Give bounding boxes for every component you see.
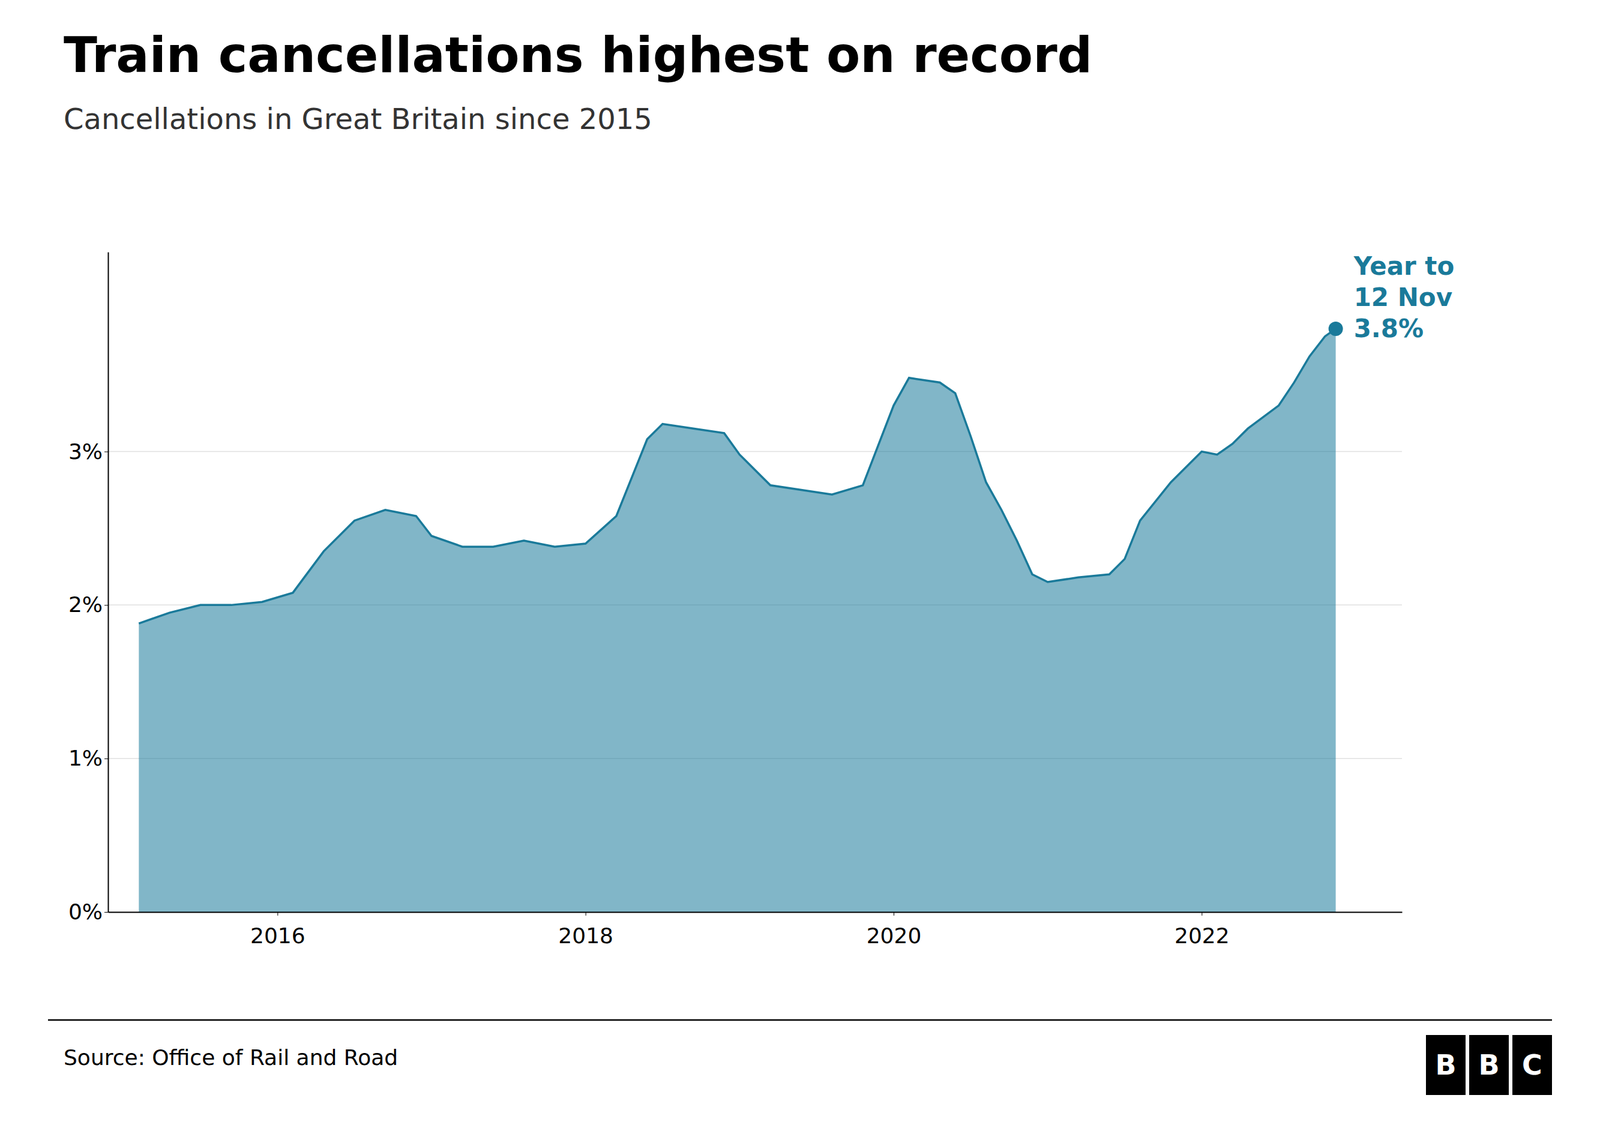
x-tick-label: 2018 [558, 923, 614, 949]
y-tick-mark [104, 758, 109, 760]
x-axis-line [108, 912, 1403, 914]
x-tick-label: 2016 [250, 923, 306, 949]
y-axis: 0% 1% 2% 3% [68, 252, 109, 925]
separator [48, 1019, 1552, 1022]
x-tick-mark [1201, 912, 1203, 916]
x-axis: 2016 2018 2020 2022 [108, 912, 1403, 949]
logo: BBC [1425, 1035, 1552, 1096]
logo-box [1425, 1035, 1466, 1096]
y-tick: 1% [68, 745, 109, 771]
end-dot [1328, 321, 1344, 337]
y-tick-mark [104, 604, 109, 606]
logo-letter: B [1434, 1049, 1456, 1082]
y-tick: 0% [68, 899, 109, 925]
y-tick: 2% [68, 592, 109, 617]
x-tick: 2022 [1174, 912, 1230, 949]
x-tick-mark [277, 912, 278, 916]
logo-box [1512, 1035, 1552, 1096]
x-tick-label: 2022 [1174, 923, 1230, 949]
x-tick: 2018 [558, 912, 614, 949]
y-tick-label: 1% [68, 745, 103, 771]
logo-letter: B [1478, 1049, 1500, 1082]
x-tick-mark [585, 912, 587, 916]
logo-letter: C [1521, 1049, 1543, 1082]
x-tick-mark [893, 912, 895, 916]
chart: Train cancellations highest on record Can… [0, 0, 1600, 1125]
source: Source: Office of Rail and Road [63, 1045, 398, 1071]
area [138, 328, 1336, 913]
annotation: 3.8% [1353, 313, 1424, 344]
y-tick-label: 3% [68, 439, 103, 464]
marks [138, 321, 1343, 913]
subtitle: Cancellations in Great Britain since 201… [63, 102, 653, 136]
annotation: Year to [1353, 251, 1455, 281]
title: Train cancellations highest on record [63, 26, 1093, 84]
y-tick-label: 2% [68, 592, 103, 617]
plot: 2016 2018 2020 2022 0% 1% 2% 3% [68, 252, 1403, 949]
y-tick-mark [104, 451, 109, 453]
y-axis-line [108, 252, 110, 913]
y-tick-label: 0% [68, 899, 103, 925]
y-tick: 3% [68, 439, 109, 464]
background [0, 0, 1600, 1125]
line [138, 328, 1336, 624]
logo-box [1469, 1035, 1509, 1096]
x-tick-label: 2020 [866, 923, 922, 949]
x-tick: 2020 [866, 912, 922, 949]
y-tick-mark [104, 912, 109, 913]
x-tick: 2016 [250, 912, 306, 949]
annotation: 12 Nov [1353, 282, 1453, 313]
